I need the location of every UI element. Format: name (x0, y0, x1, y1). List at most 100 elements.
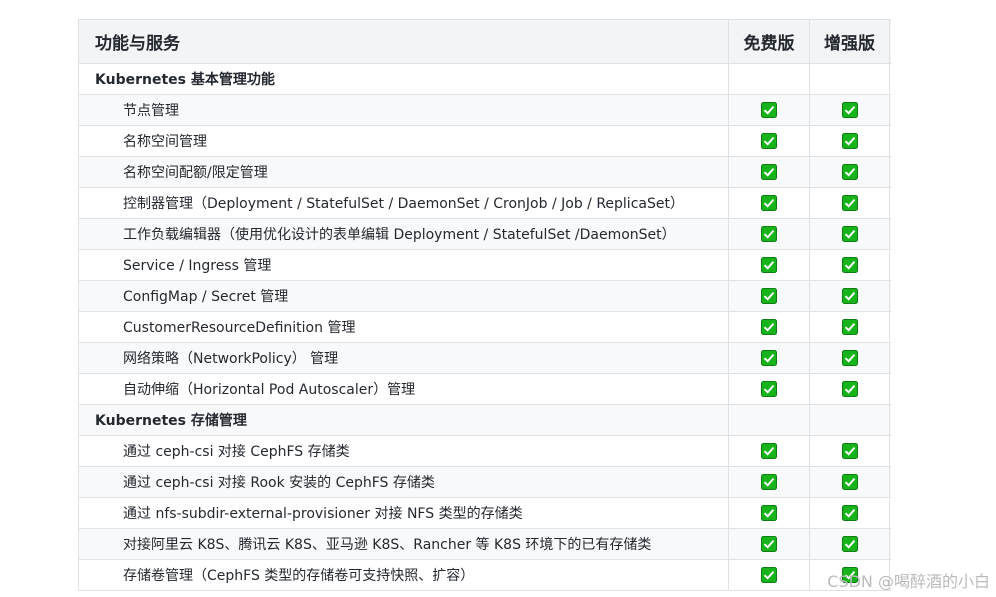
feature-label: 通过 ceph-csi 对接 Rook 安装的 CephFS 存储类 (78, 467, 728, 497)
check-icon (841, 505, 858, 521)
check-icon (841, 164, 858, 180)
check-icon (841, 474, 858, 490)
feature-label: 工作负载编辑器（使用优化设计的表单编辑 Deployment / Statefu… (78, 219, 728, 249)
watermark: CSDN @喝醉酒的小白 (827, 572, 990, 591)
feature-row: 节点管理 (78, 95, 891, 126)
check-icon (761, 381, 777, 397)
feature-row: 自动伸缩（Horizontal Pod Autoscaler）管理 (78, 374, 891, 405)
feature-row: 工作负载编辑器（使用优化设计的表单编辑 Deployment / Statefu… (78, 219, 891, 250)
feature-table: 功能与服务 免费版 增强版 Kubernetes 基本管理功能 节点管理 名称空间管… (78, 19, 891, 591)
pro-cell (809, 95, 890, 125)
pro-cell (809, 219, 890, 249)
free-cell (728, 188, 809, 218)
feature-label: CustomerResourceDefinition 管理 (78, 312, 728, 342)
check-icon (841, 536, 858, 552)
feature-label: 对接阿里云 K8S、腾讯云 K8S、亚马逊 K8S、Rancher 等 K8S … (78, 529, 728, 559)
check-icon (761, 288, 777, 304)
free-cell (728, 126, 809, 156)
pro-cell (809, 64, 890, 94)
feature-row: CustomerResourceDefinition 管理 (78, 312, 891, 343)
free-cell (728, 281, 809, 311)
check-icon (761, 350, 777, 366)
feature-label: ConfigMap / Secret 管理 (78, 281, 728, 311)
free-cell (728, 219, 809, 249)
pro-cell (809, 188, 890, 218)
feature-row: 对接阿里云 K8S、腾讯云 K8S、亚马逊 K8S、Rancher 等 K8S … (78, 529, 891, 560)
feature-label: 网络策略（NetworkPolicy） 管理 (78, 343, 728, 373)
check-icon (841, 319, 858, 335)
pro-cell (809, 343, 890, 373)
feature-label: Kubernetes 基本管理功能 (78, 64, 728, 94)
feature-row: 通过 nfs-subdir-external-provisioner 对接 NF… (78, 498, 891, 529)
pro-cell (809, 250, 890, 280)
feature-label: 名称空间管理 (78, 126, 728, 156)
free-cell (728, 560, 809, 590)
free-cell (728, 529, 809, 559)
feature-label: Kubernetes 存储管理 (78, 405, 728, 435)
free-cell (728, 374, 809, 404)
feature-row: 通过 ceph-csi 对接 CephFS 存储类 (78, 436, 891, 467)
check-icon (841, 195, 858, 211)
pro-cell (809, 281, 890, 311)
feature-row: 存储卷管理（CephFS 类型的存储卷可支持快照、扩容） (78, 560, 891, 591)
section-row: Kubernetes 存储管理 (78, 405, 891, 436)
feature-label: Service / Ingress 管理 (78, 250, 728, 280)
header-cell: 增强版 (809, 20, 890, 63)
free-cell (728, 95, 809, 125)
free-cell (728, 343, 809, 373)
check-icon (761, 505, 777, 521)
feature-row: ConfigMap / Secret 管理 (78, 281, 891, 312)
check-icon (841, 350, 858, 366)
check-icon (841, 257, 858, 273)
feature-label: 自动伸缩（Horizontal Pod Autoscaler）管理 (78, 374, 728, 404)
free-cell (728, 64, 809, 94)
feature-label: 节点管理 (78, 95, 728, 125)
check-icon (841, 226, 858, 242)
check-icon (761, 474, 777, 490)
feature-row: Service / Ingress 管理 (78, 250, 891, 281)
free-cell (728, 467, 809, 497)
check-icon (761, 226, 777, 242)
section-row: Kubernetes 基本管理功能 (78, 64, 891, 95)
feature-row: 名称空间配额/限定管理 (78, 157, 891, 188)
header-cell: 功能与服务 (78, 20, 728, 63)
check-icon (841, 288, 858, 304)
pro-cell (809, 467, 890, 497)
check-icon (841, 381, 858, 397)
check-icon (761, 102, 777, 118)
free-cell (728, 405, 809, 435)
feature-row: 控制器管理（Deployment / StatefulSet / DaemonS… (78, 188, 891, 219)
pro-cell (809, 405, 890, 435)
check-icon (761, 195, 777, 211)
check-icon (761, 133, 777, 149)
check-icon (761, 567, 777, 583)
check-icon (761, 536, 777, 552)
pro-cell (809, 312, 890, 342)
pro-cell (809, 560, 890, 590)
pro-cell (809, 529, 890, 559)
pro-cell (809, 157, 890, 187)
feature-label: 控制器管理（Deployment / StatefulSet / DaemonS… (78, 188, 728, 218)
free-cell (728, 157, 809, 187)
check-icon (841, 567, 858, 583)
check-icon (841, 102, 858, 118)
check-icon (761, 319, 777, 335)
check-icon (841, 133, 858, 149)
pro-cell (809, 498, 890, 528)
check-icon (761, 164, 777, 180)
feature-label: 通过 ceph-csi 对接 CephFS 存储类 (78, 436, 728, 466)
feature-row: 网络策略（NetworkPolicy） 管理 (78, 343, 891, 374)
check-icon (841, 443, 858, 459)
feature-row: 名称空间管理 (78, 126, 891, 157)
feature-label: 通过 nfs-subdir-external-provisioner 对接 NF… (78, 498, 728, 528)
table-header: 功能与服务 免费版 增强版 (78, 19, 891, 64)
pro-cell (809, 436, 890, 466)
pro-cell (809, 374, 890, 404)
check-icon (761, 257, 777, 273)
check-icon (761, 443, 777, 459)
feature-row: 通过 ceph-csi 对接 Rook 安装的 CephFS 存储类 (78, 467, 891, 498)
free-cell (728, 436, 809, 466)
pro-cell (809, 126, 890, 156)
free-cell (728, 250, 809, 280)
